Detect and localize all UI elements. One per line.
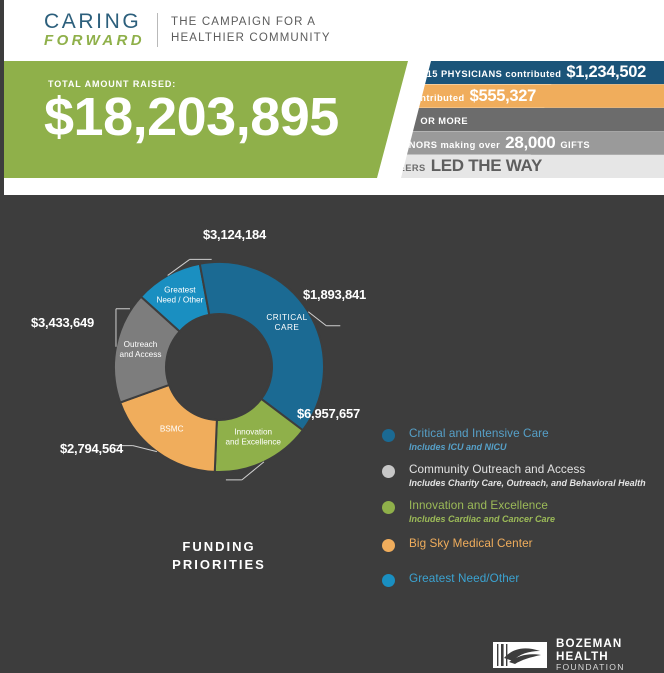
leader-line <box>241 461 265 481</box>
stat-row-employees: EMPLOYEES contributed $555,327 <box>343 84 664 108</box>
donut-slice-label: Greatest Need / Other <box>156 285 203 304</box>
total-raised-label: TOTAL AMOUNT RAISED: <box>48 79 177 89</box>
legend-label-community-outreach: Community Outreach and Access <box>409 463 586 476</box>
donut-slice <box>198 261 325 432</box>
campaign-logo-stack: CARING FORWARD <box>44 10 146 50</box>
stat-physicians-prefix: 115 PHYSICIANS contributed <box>421 69 562 80</box>
stat-row-volunteers: 35 VOLUNTEERS LED THE WAY <box>343 154 664 178</box>
total-raised-block: TOTAL AMOUNT RAISED: $18,203,895 <box>4 61 408 178</box>
stat-physicians-value: $1,234,502 <box>566 63 646 82</box>
stat-donors-suffix: GIFTS <box>560 139 590 150</box>
donut-slice-label: CRITICAL CARE <box>266 313 307 332</box>
donut-chart: Greatest Need / Other CRITICAL CARE Innovati… <box>4 195 384 572</box>
legend-dot-big-sky <box>382 539 395 552</box>
brand-forward-text: FORWARD <box>44 32 146 50</box>
stat-donors-prefix: 2,756 DONORS making over <box>365 139 501 150</box>
legend-label-greatest-need: Greatest Need/Other <box>409 572 520 585</box>
legend-sub-critical-care: Includes ICU and NICU <box>409 442 507 453</box>
donut-center-line-1: FUNDING <box>182 539 256 554</box>
value-label-innovation: $2,794,564 <box>60 441 124 456</box>
legend-item-community-outreach: Community Outreach and Access Includes C… <box>382 463 646 489</box>
brand-caring-text: CARING <box>44 10 142 33</box>
campaign-tagline: THE CAMPAIGN FOR A HEALTHIER COMMUNITY <box>171 14 331 47</box>
donut-slice <box>113 295 182 404</box>
foundation-name-line-2: FOUNDATION <box>556 661 625 672</box>
stat-row-donors: 2,756 DONORS making over 28,000 GIFTS <box>365 131 664 155</box>
donut-leader-lines <box>114 258 341 481</box>
leader-line <box>307 311 327 327</box>
foundation-name-line-1: BOZEMAN HEALTH <box>556 637 623 663</box>
legend-sub-innovation: Includes Cardiac and Cancer Care <box>409 514 556 525</box>
value-label-bsmc: $3,433,649 <box>31 315 95 330</box>
stats-banner: TOTAL AMOUNT RAISED: $18,203,895 115 PHY… <box>4 58 664 195</box>
donut-chart-svg: Greatest Need / Other CRITICAL CARE Innovati… <box>113 258 341 481</box>
stat-volunteers-value: LED THE WAY <box>430 156 543 176</box>
legend-sub-community-outreach: Includes Charity Care, Outreach, and Beh… <box>409 478 646 489</box>
donut-slices <box>113 261 325 473</box>
legend-dot-innovation <box>382 501 395 514</box>
donut-slice-label: Outreach and Access <box>120 340 162 359</box>
total-raised-amount: $18,203,895 <box>44 87 339 147</box>
legend-item-critical-care: Critical and Intensive Care Includes ICU… <box>382 427 549 453</box>
legend-item-big-sky: Big Sky Medical Center <box>382 537 533 552</box>
donut-slice-label: Innovation and Excellence <box>225 428 281 447</box>
stat-gifts-suffix: OR MORE <box>420 116 468 127</box>
legend-item-greatest-need: Greatest Need/Other <box>382 572 519 587</box>
legend-dot-critical-care <box>382 429 395 442</box>
legend-label-innovation: Innovation and Excellence <box>409 499 548 512</box>
value-label-outreach: $3,124,184 <box>203 227 267 242</box>
legend-dot-community-outreach <box>382 465 395 478</box>
value-label-critical-care: $6,957,657 <box>297 406 361 421</box>
stat-gifts-value: $100,000 <box>346 109 416 129</box>
donut-segment-labels: Greatest Need / Other CRITICAL CARE Innovati… <box>120 285 308 446</box>
donut-slice-label: BSMC <box>160 425 184 434</box>
stat-rows: 115 PHYSICIANS contributed $1,234,502 EM… <box>4 61 664 178</box>
tagline-line-2: HEALTHIER COMMUNITY <box>171 31 331 44</box>
foundation-logo: BOZEMAN HEALTH FOUNDATION <box>493 637 664 673</box>
stat-donors-value: 28,000 <box>505 132 556 152</box>
legend-label-critical-care: Critical and Intensive Care <box>409 427 549 440</box>
stat-row-physicians: 115 PHYSICIANS contributed $1,234,502 <box>421 61 664 85</box>
campaign-logo: CARING FORWARD THE CAMPAIGN FOR A HEALTH… <box>44 10 331 50</box>
donut-center-line-2: PRIORITIES <box>172 556 266 572</box>
header-bar: CARING FORWARD THE CAMPAIGN FOR A HEALTH… <box>4 0 664 58</box>
legend-label-big-sky: Big Sky Medical Center <box>409 537 533 550</box>
logo-divider <box>157 12 159 47</box>
funding-priorities-section: Greatest Need / Other CRITICAL CARE Innovati… <box>4 195 664 672</box>
bozeman-health-mark-icon <box>493 641 547 668</box>
donut-center-text: FUNDING PRIORITIES <box>167 538 271 573</box>
stat-gifts-prefix: 28 GIFTS of <box>285 116 342 127</box>
stat-employees-value: $555,327 <box>469 86 537 105</box>
value-label-greatest-need: $1,893,841 <box>303 287 367 302</box>
legend-dot-greatest-need <box>382 574 395 587</box>
stat-employees-prefix: EMPLOYEES contributed <box>343 92 465 103</box>
infographic-page: CARING FORWARD THE CAMPAIGN FOR A HEALTH… <box>4 0 664 672</box>
leader-line <box>167 259 190 276</box>
legend-item-innovation: Innovation and Excellence Includes Cardi… <box>382 499 555 525</box>
tagline-line-1: THE CAMPAIGN FOR A <box>171 15 317 28</box>
leader-line <box>132 445 158 453</box>
stat-volunteers-prefix: 35 VOLUNTEERS <box>343 163 426 174</box>
stat-row-gifts: 28 GIFTS of $100,000 OR MORE <box>285 107 664 132</box>
